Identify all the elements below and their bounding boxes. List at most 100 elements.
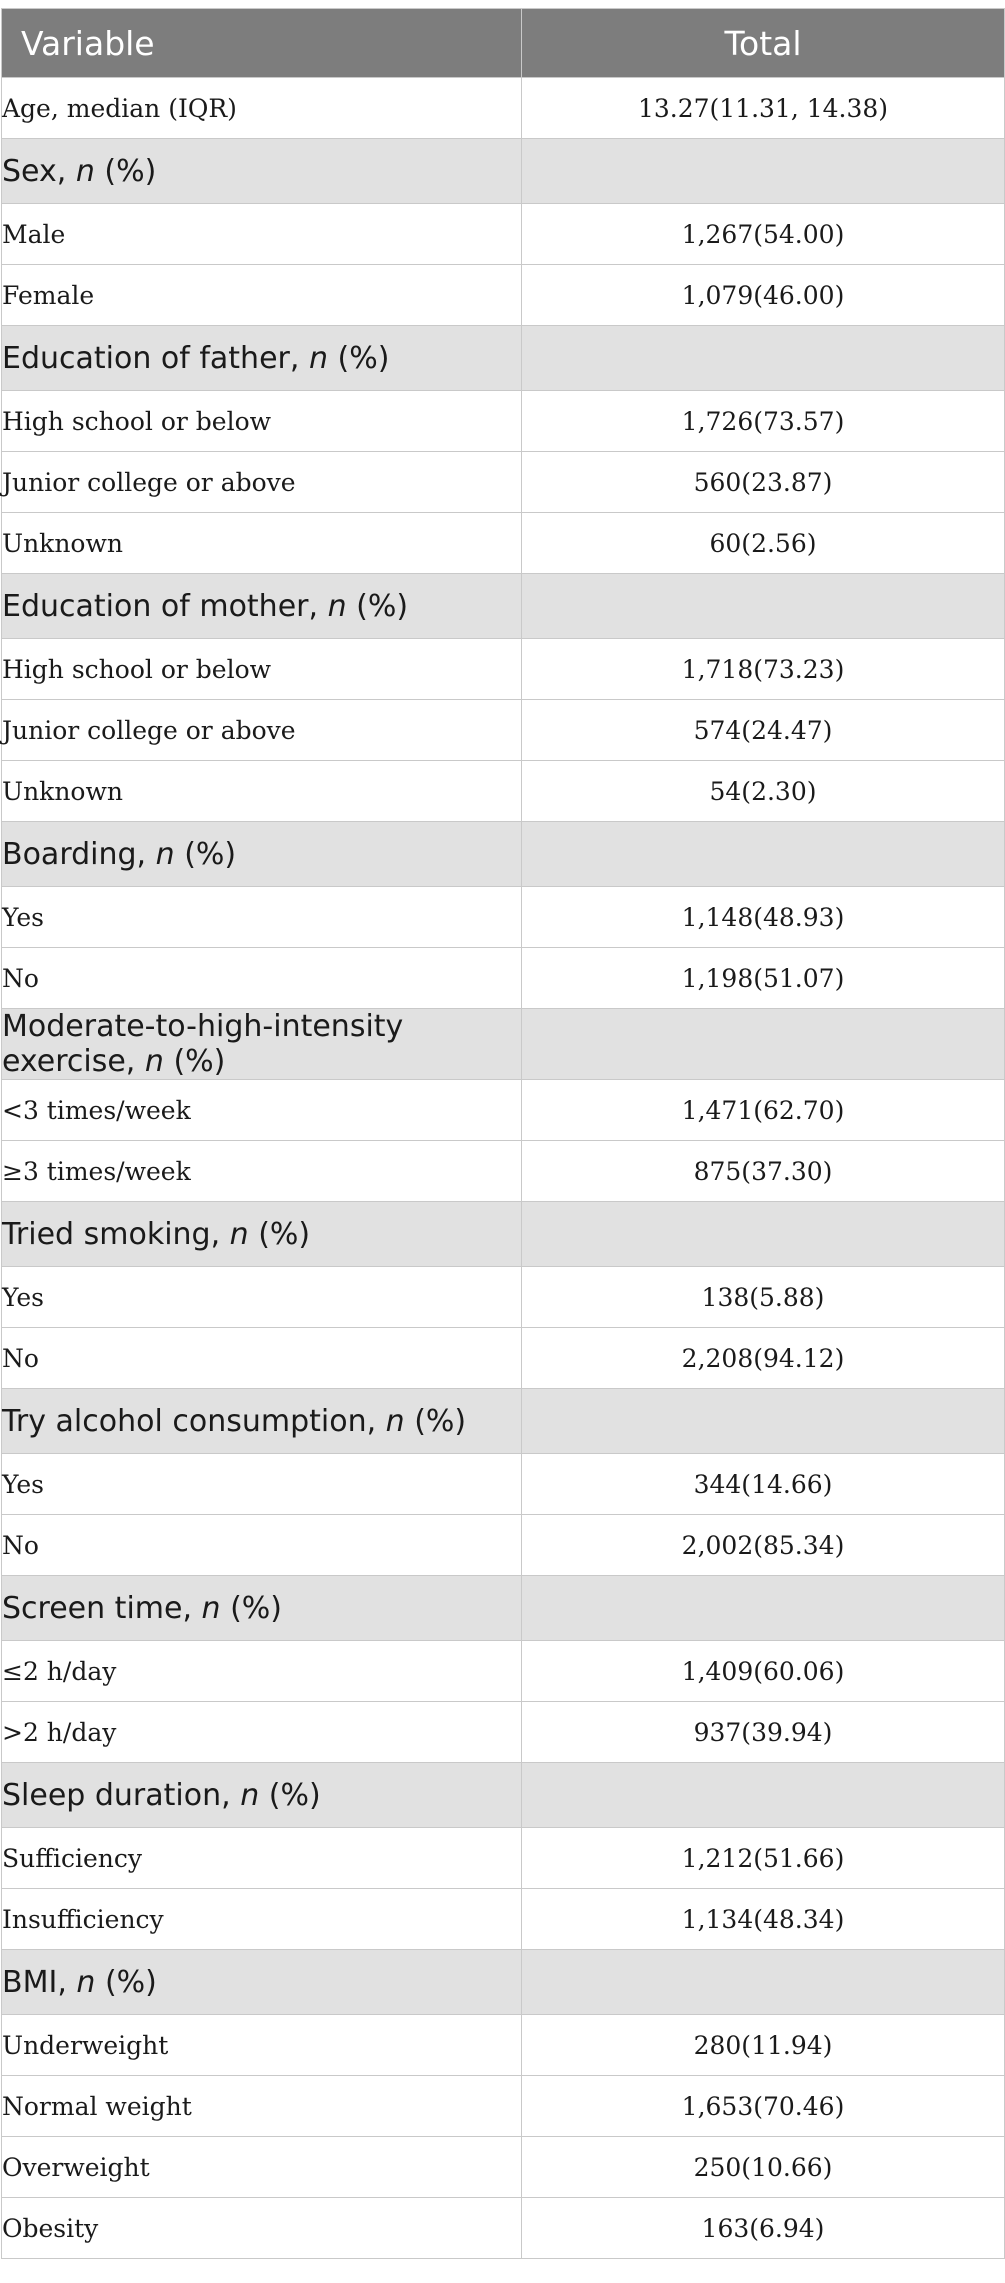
- table-row: High school or below 1,718(73.23): [1, 638, 1005, 700]
- section-label-text: Moderate-to-high-intensity exercise,: [2, 1009, 404, 1079]
- table-row: Yes 1,148(48.93): [1, 886, 1005, 948]
- section-label: Try alcohol consumption, n (%): [1, 1388, 522, 1454]
- row-value: 937(39.94): [521, 1701, 1005, 1763]
- section-label-n: n: [201, 1590, 221, 1626]
- table-row: Unknown 54(2.30): [1, 760, 1005, 822]
- section-header-row: Education of father, n (%): [1, 325, 1005, 391]
- section-value-empty: [521, 821, 1005, 887]
- section-label: Education of father, n (%): [1, 325, 522, 391]
- section-label-text: Boarding,: [2, 836, 156, 872]
- row-label: Sufficiency: [1, 1827, 522, 1889]
- table-row: Male 1,267(54.00): [1, 203, 1005, 265]
- header-total: Total: [521, 8, 1005, 78]
- section-header-row: Screen time, n (%): [1, 1575, 1005, 1641]
- row-value: 1,212(51.66): [521, 1827, 1005, 1889]
- section-label-percent: (%): [327, 340, 390, 376]
- table-row: Normal weight 1,653(70.46): [1, 2075, 1005, 2137]
- row-label: No: [1, 1327, 522, 1389]
- header-row: Variable Total: [1, 8, 1005, 78]
- row-label: High school or below: [1, 638, 522, 700]
- table-row: ≤2 h/day 1,409(60.06): [1, 1640, 1005, 1702]
- section-label-text: Tried smoking,: [2, 1216, 230, 1252]
- section-label-text: Sleep duration,: [2, 1777, 241, 1813]
- section-label: Sex, n (%): [1, 138, 522, 204]
- section-label: BMI, n (%): [1, 1949, 522, 2015]
- row-label: Normal weight: [1, 2075, 522, 2137]
- row-label: Unknown: [1, 760, 522, 822]
- section-label-percent: (%): [163, 1044, 226, 1079]
- table-row: High school or below 1,726(73.57): [1, 390, 1005, 452]
- section-header-row: Try alcohol consumption, n (%): [1, 1388, 1005, 1454]
- row-label: Overweight: [1, 2136, 522, 2198]
- section-header-row: Sex, n (%): [1, 138, 1005, 204]
- row-value: 1,267(54.00): [521, 203, 1005, 265]
- section-label: Sleep duration, n (%): [1, 1762, 522, 1828]
- row-label: No: [1, 1514, 522, 1576]
- table-row: Sufficiency 1,212(51.66): [1, 1827, 1005, 1889]
- table-row: ≥3 times/week 875(37.30): [1, 1140, 1005, 1202]
- section-value-empty: [521, 325, 1005, 391]
- section-label-text: Education of father,: [2, 340, 309, 376]
- row-value: 163(6.94): [521, 2197, 1005, 2259]
- section-label-percent: (%): [94, 153, 157, 189]
- row-label: Obesity: [1, 2197, 522, 2259]
- row-value: 1,409(60.06): [521, 1640, 1005, 1702]
- row-value: 1,079(46.00): [521, 264, 1005, 326]
- table-row: <3 times/week 1,471(62.70): [1, 1079, 1005, 1141]
- row-value: 1,134(48.34): [521, 1888, 1005, 1950]
- section-label-percent: (%): [220, 1590, 282, 1626]
- section-label-n: n: [385, 1403, 405, 1439]
- row-value: 2,208(94.12): [521, 1327, 1005, 1389]
- section-value-empty: [521, 1762, 1005, 1828]
- row-label: ≤2 h/day: [1, 1640, 522, 1702]
- row-label: Junior college or above: [1, 699, 522, 761]
- section-label: Boarding, n (%): [1, 821, 522, 887]
- row-value: 54(2.30): [521, 760, 1005, 822]
- section-header-row: Boarding, n (%): [1, 821, 1005, 887]
- row-value: 1,653(70.46): [521, 2075, 1005, 2137]
- table-row: Overweight 250(10.66): [1, 2136, 1005, 2198]
- section-label-text: Screen time,: [2, 1590, 202, 1626]
- row-value: 1,198(51.07): [521, 947, 1005, 1009]
- section-label-n: n: [240, 1777, 260, 1813]
- section-label-n: n: [75, 153, 95, 189]
- row-value: 875(37.30): [521, 1140, 1005, 1202]
- section-label: Screen time, n (%): [1, 1575, 522, 1641]
- row-value: 1,718(73.23): [521, 638, 1005, 700]
- row-label: <3 times/week: [1, 1079, 522, 1141]
- section-label-text: Try alcohol consumption,: [2, 1403, 386, 1439]
- section-label-n: n: [155, 836, 175, 872]
- row-value: 344(14.66): [521, 1453, 1005, 1515]
- table-row: No 1,198(51.07): [1, 947, 1005, 1009]
- section-value-empty: [521, 573, 1005, 639]
- table-row: No 2,002(85.34): [1, 1514, 1005, 1576]
- section-label-text: Sex,: [2, 153, 76, 189]
- header-variable: Variable: [1, 8, 522, 78]
- section-value-empty: [521, 1575, 1005, 1641]
- table-row: >2 h/day 937(39.94): [1, 1701, 1005, 1763]
- row-value: 560(23.87): [521, 451, 1005, 513]
- section-label-n: n: [76, 1964, 96, 2000]
- table-row: Underweight 280(11.94): [1, 2014, 1005, 2076]
- table-row: Unknown 60(2.56): [1, 512, 1005, 574]
- row-label: High school or below: [1, 390, 522, 452]
- section-label-n: n: [144, 1044, 164, 1079]
- section-label-text: Education of mother,: [2, 588, 328, 624]
- table-row: Junior college or above 574(24.47): [1, 699, 1005, 761]
- section-header-row: Sleep duration, n (%): [1, 1762, 1005, 1828]
- row-label: Yes: [1, 886, 522, 948]
- row-label: Underweight: [1, 2014, 522, 2076]
- row-value: 250(10.66): [521, 2136, 1005, 2198]
- row-value: 1,471(62.70): [521, 1079, 1005, 1141]
- section-header-row: Moderate-to-high-intensity exercise, n (…: [1, 1008, 1005, 1080]
- row-value: 1,726(73.57): [521, 390, 1005, 452]
- section-value-empty: [521, 1201, 1005, 1267]
- section-value-empty: [521, 1388, 1005, 1454]
- row-label: Yes: [1, 1266, 522, 1328]
- table-row: Yes 138(5.88): [1, 1266, 1005, 1328]
- table-row: No 2,208(94.12): [1, 1327, 1005, 1389]
- section-header-row: Education of mother, n (%): [1, 573, 1005, 639]
- row-value: 13.27(11.31, 14.38): [521, 77, 1005, 139]
- section-value-empty: [521, 1949, 1005, 2015]
- section-value-empty: [521, 1008, 1005, 1080]
